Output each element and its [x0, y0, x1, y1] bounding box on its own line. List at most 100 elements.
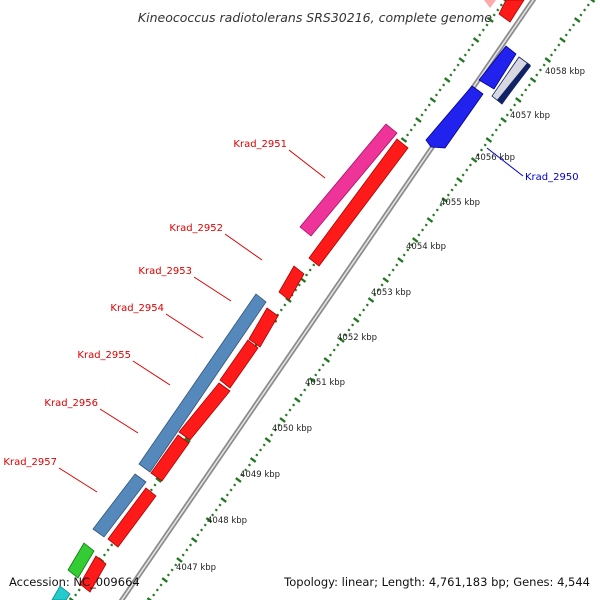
tick-mark — [258, 448, 263, 452]
gene-label[interactable]: Krad_2952 — [169, 223, 223, 234]
tick-mark — [321, 363, 325, 367]
tick-mark — [572, 23, 576, 27]
scale-label: 4058 kbp — [545, 67, 585, 77]
tick-mark — [181, 553, 185, 557]
tick-mark — [391, 268, 395, 272]
cds-feature-red[interactable] — [498, 0, 525, 23]
gene-label[interactable]: Krad_2950 — [525, 172, 579, 183]
tick-mark — [336, 343, 340, 347]
gene-feature-pink[interactable] — [484, 0, 496, 8]
cds-feature-red[interactable] — [79, 555, 107, 593]
cds-feature-red[interactable] — [178, 382, 231, 441]
tick-mark — [387, 273, 391, 277]
tick-mark — [220, 497, 227, 503]
scale-label: 4047 kbp — [176, 563, 216, 573]
tick-mark — [568, 28, 572, 32]
tick-mark — [494, 128, 498, 132]
tick-mark — [406, 133, 410, 137]
tick-mark — [292, 403, 296, 407]
tick-mark — [439, 203, 443, 207]
tick-mark — [211, 513, 215, 517]
tick-mark — [446, 193, 450, 197]
tick-mark — [481, 28, 485, 32]
tick-mark — [500, 117, 507, 123]
gene-feature-pink[interactable] — [299, 123, 398, 237]
tick-mark — [328, 353, 333, 357]
tick-mark — [485, 23, 489, 27]
gene-label[interactable]: Krad_2956 — [44, 398, 98, 409]
cds-feature-red[interactable] — [308, 138, 409, 267]
tick-mark — [77, 588, 81, 592]
gene-label[interactable]: Krad_2953 — [138, 266, 192, 277]
tick-mark — [288, 408, 292, 412]
tick-mark — [373, 293, 377, 297]
tick-mark — [509, 108, 513, 112]
scale-label: 4056 kbp — [475, 153, 515, 163]
tick-mark — [200, 528, 204, 532]
tick-mark — [549, 53, 554, 57]
tick-mark — [564, 33, 568, 37]
tick-mark — [161, 577, 169, 583]
cds-feature-red[interactable] — [248, 307, 279, 348]
cds-feature-red[interactable] — [107, 487, 157, 548]
tick-mark — [184, 437, 191, 443]
scale-label: 4055 kbp — [440, 198, 480, 208]
tick-mark — [159, 583, 163, 587]
tick-mark — [283, 303, 287, 307]
gene-label[interactable]: Krad_2955 — [77, 350, 131, 361]
tick-mark — [304, 273, 309, 277]
tick-mark — [515, 97, 522, 103]
tick-mark — [461, 173, 465, 177]
tick-mark — [351, 323, 355, 327]
cds-feature-red[interactable] — [278, 265, 305, 301]
tick-mark — [496, 8, 500, 12]
cds-feature-red[interactable] — [150, 434, 190, 482]
gene-feature-cyan[interactable] — [51, 585, 71, 600]
tick-mark — [214, 508, 218, 512]
tick-mark — [527, 83, 531, 87]
cds-feature-red[interactable] — [219, 339, 259, 389]
gene-feature-green[interactable] — [67, 542, 95, 579]
tick-mark — [402, 253, 406, 257]
tick-mark — [411, 237, 419, 243]
tick-mark — [434, 93, 439, 97]
gene-feature-blue[interactable] — [425, 85, 484, 149]
tick-mark — [308, 268, 312, 272]
tick-mark — [235, 477, 242, 483]
tick-mark — [535, 73, 539, 77]
tick-mark — [155, 588, 159, 592]
tick-mark — [470, 157, 478, 163]
feature-track — [51, 0, 531, 600]
gene-label[interactable]: Krad_2957 — [3, 457, 57, 468]
tick-mark — [303, 388, 307, 392]
gene-label[interactable]: Krad_2954 — [110, 303, 164, 314]
tick-mark — [557, 43, 561, 47]
tick-mark — [155, 477, 162, 483]
tick-mark — [170, 568, 174, 572]
tick-mark — [255, 453, 259, 457]
label-leader-line — [58, 467, 98, 493]
label-leader-line — [99, 408, 139, 434]
tick-mark — [505, 113, 509, 117]
tick-mark — [297, 283, 301, 287]
tick-mark — [470, 43, 475, 47]
tick-mark — [254, 343, 258, 347]
tick-mark — [68, 597, 75, 600]
tick-mark — [542, 63, 546, 67]
scale-label: 4054 kbp — [406, 242, 446, 252]
gene-feature-steelblue[interactable] — [138, 293, 267, 473]
tick-mark — [229, 488, 233, 492]
tick-mark — [432, 213, 436, 217]
tick-mark — [524, 88, 528, 92]
tick-mark — [438, 88, 442, 92]
tick-mark — [149, 488, 153, 492]
gene-feature-blue[interactable] — [478, 45, 517, 90]
gene-feature-navy-stripe[interactable] — [497, 63, 531, 104]
tick-mark — [409, 243, 414, 247]
tick-mark — [441, 197, 448, 203]
gene-label[interactable]: Krad_2951 — [233, 139, 287, 150]
tick-mark — [174, 563, 178, 567]
tick-mark — [406, 248, 410, 252]
gene-feature-steelblue[interactable] — [92, 473, 147, 538]
tick-mark — [520, 93, 524, 97]
